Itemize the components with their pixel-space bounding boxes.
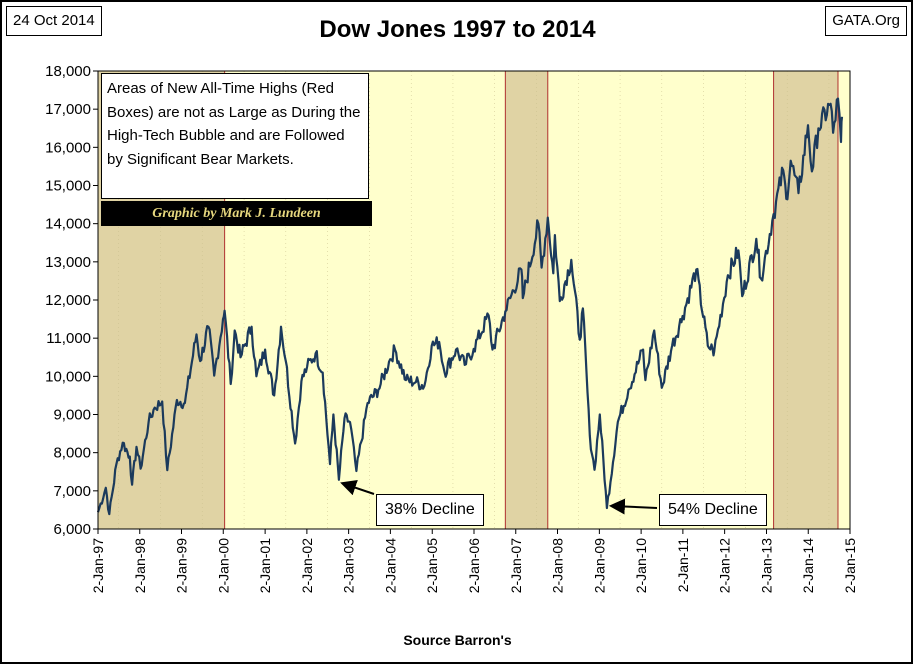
x-tick-label: 2-Jan-07 — [508, 538, 524, 593]
x-tick-label: 2-Jan-98 — [132, 538, 148, 593]
y-tick-label: 14,000 — [45, 216, 91, 233]
y-tick-label: 15,000 — [45, 178, 91, 195]
credit-label: Graphic by Mark J. Lundeen — [101, 201, 372, 226]
y-tick-label: 13,000 — [45, 254, 91, 271]
x-tick-label: 2-Jan-09 — [591, 538, 607, 593]
x-tick-label: 2-Jan-11 — [675, 538, 691, 592]
x-tick-label: 2-Jan-97 — [90, 538, 106, 593]
chart-title: Dow Jones 1997 to 2014 — [319, 16, 596, 43]
source-site-label: GATA.Org — [825, 6, 907, 36]
x-tick-label: 2-Jan-02 — [299, 538, 315, 593]
y-tick-label: 12,000 — [45, 292, 91, 309]
x-tick-label: 2-Jan-12 — [717, 538, 733, 593]
y-tick-label: 9,000 — [53, 407, 91, 424]
annotation-label: 54% Decline — [659, 494, 767, 526]
annotation-label: 38% Decline — [376, 494, 484, 526]
y-tick-label: 17,000 — [45, 101, 91, 118]
x-tick-label: 2-Jan-08 — [550, 538, 566, 593]
x-axis-title: Source Barron's — [403, 632, 512, 648]
x-tick-label: 2-Jan-04 — [382, 538, 398, 593]
dow-jones-line — [96, 97, 844, 516]
x-tick-label: 2-Jan-14 — [800, 538, 816, 593]
x-tick-label: 2-Jan-15 — [842, 538, 858, 593]
highlight-period — [504, 70, 549, 530]
x-tick-label: 2-Jan-13 — [758, 538, 774, 593]
y-tick-label: 18,000 — [45, 63, 91, 80]
x-tick-label: 2-Jan-01 — [257, 538, 273, 593]
date-label: 24 Oct 2014 — [6, 6, 102, 36]
y-tick-label: 11,000 — [46, 330, 91, 347]
y-tick-label: 16,000 — [45, 139, 91, 156]
y-tick-label: 10,000 — [45, 368, 91, 385]
annotation-arrow — [608, 498, 658, 515]
x-tick-label: 2-Jan-05 — [424, 538, 440, 593]
x-tick-label: 2-Jan-10 — [633, 538, 649, 593]
note-box: Areas of New All-Time Highs (Red Boxes) … — [101, 73, 369, 199]
y-tick-label: 8,000 — [53, 445, 91, 462]
y-tick-label: 6,000 — [53, 521, 91, 538]
x-tick-label: 2-Jan-99 — [174, 538, 190, 593]
x-tick-label: 2-Jan-06 — [466, 538, 482, 593]
annotation-arrow — [340, 480, 375, 496]
x-tick-label: 2-Jan-00 — [215, 538, 231, 593]
x-tick-label: 2-Jan-03 — [341, 538, 357, 593]
y-tick-label: 7,000 — [53, 483, 91, 500]
